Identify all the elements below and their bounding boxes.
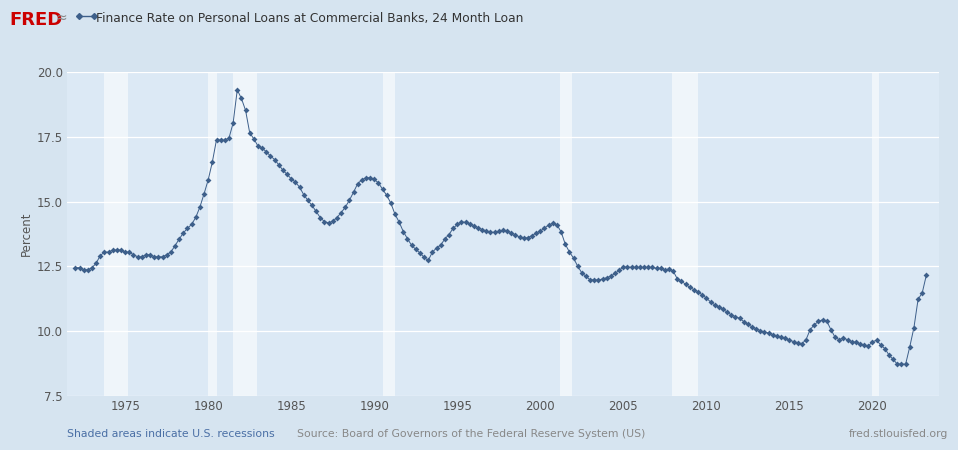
Text: ≈: ≈ — [56, 11, 67, 25]
Bar — [873, 72, 879, 396]
Text: Shaded areas indicate U.S. recessions: Shaded areas indicate U.S. recessions — [67, 429, 275, 439]
Bar — [104, 72, 128, 396]
Text: Source: Board of Governors of the Federal Reserve System (US): Source: Board of Governors of the Federa… — [297, 429, 646, 439]
Bar — [559, 72, 572, 396]
Bar — [208, 72, 217, 396]
Text: fred.stlouisfed.org: fred.stlouisfed.org — [849, 429, 948, 439]
Bar — [233, 72, 257, 396]
Text: FRED: FRED — [10, 11, 63, 29]
Y-axis label: Percent: Percent — [19, 212, 33, 256]
Bar — [382, 72, 395, 396]
Bar — [672, 72, 698, 396]
Text: Finance Rate on Personal Loans at Commercial Banks, 24 Month Loan: Finance Rate on Personal Loans at Commer… — [96, 12, 523, 25]
